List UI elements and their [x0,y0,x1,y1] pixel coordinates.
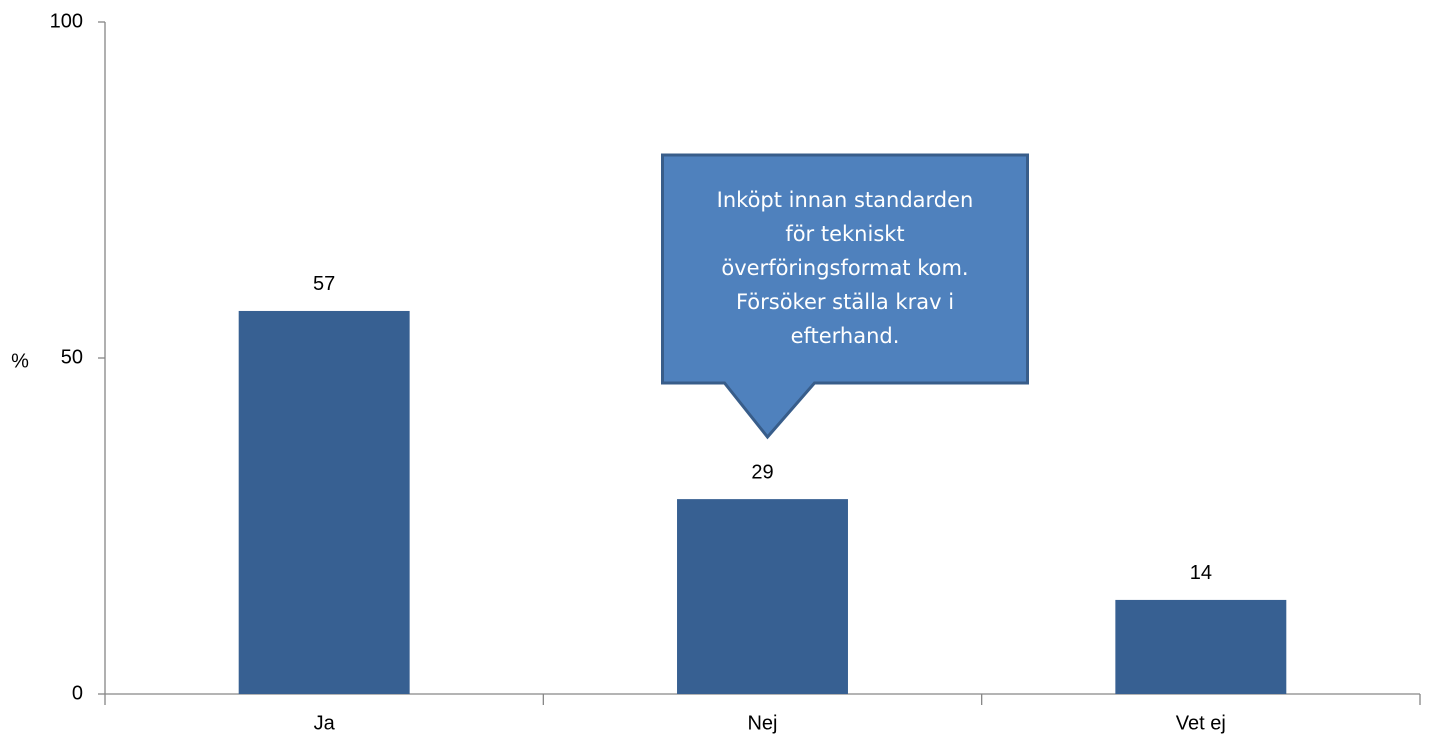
callout-text: Försöker ställa krav i [736,290,954,314]
data-label: 14 [1190,562,1212,584]
y-axis-label: % [11,350,29,372]
callout-text: överföringsformat kom. [721,256,968,280]
callout-text: Inköpt innan standarden [717,188,974,212]
x-tick-label: Ja [314,712,336,734]
y-tick-label: 0 [72,682,83,704]
data-label: 29 [751,461,773,483]
y-tick-label: 100 [50,10,83,32]
data-label: 57 [313,273,335,295]
x-tick-label: Vet ej [1176,712,1226,734]
bar [238,310,410,694]
callout-text: för tekniskt [785,222,904,246]
callout-text: efterhand. [791,324,900,348]
x-tick-label: Nej [747,712,777,734]
bar [677,499,848,694]
y-tick-label: 50 [61,346,83,368]
bar [1115,599,1287,694]
callout [661,153,1029,440]
